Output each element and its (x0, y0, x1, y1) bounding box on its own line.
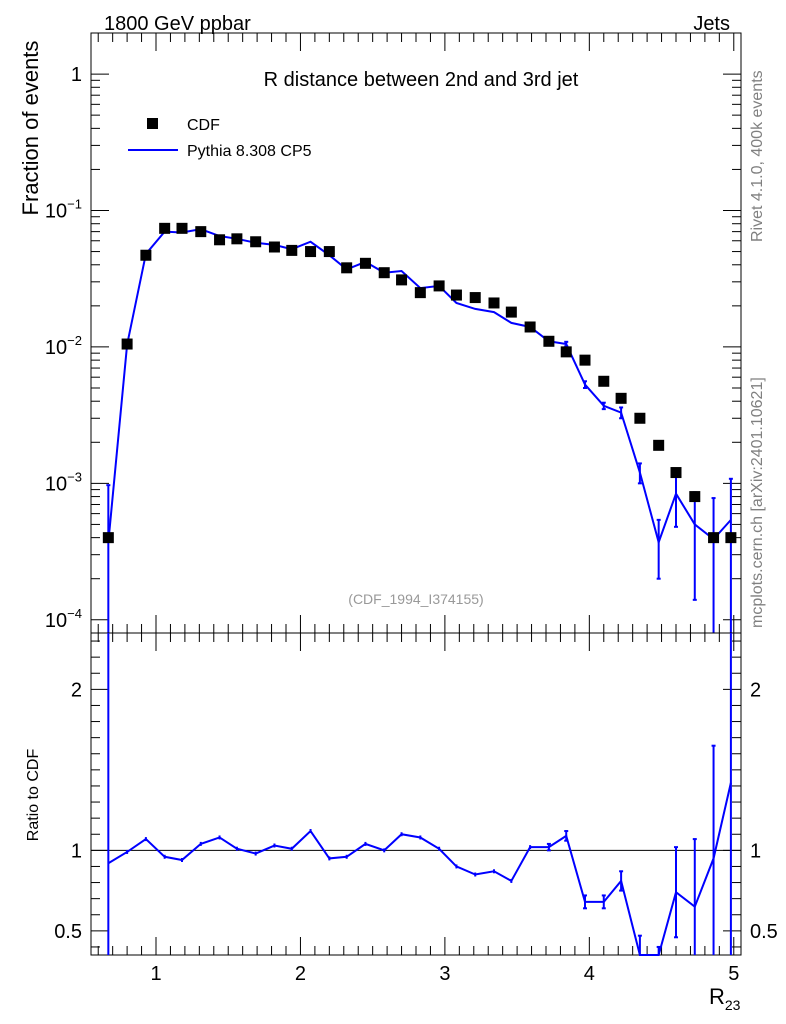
header-left: 1800 GeV ppbar (104, 13, 251, 35)
main-y-tick-label: 10−1 (45, 196, 82, 222)
ratio-line (107, 782, 732, 956)
ratio-y-ticks: 0.5 0.5 1 1 2 2 (54, 640, 778, 948)
ratio-y-tick-label: 2 (71, 679, 82, 701)
main-y-tick-label-exp: −1 (67, 196, 82, 211)
cdf-point (176, 222, 188, 234)
cdf-series (102, 222, 737, 544)
cdf-point (615, 392, 627, 404)
main-y-tick-label: 1 (71, 64, 82, 86)
ratio-x-ticks: 1 2 3 4 5 (97, 633, 739, 985)
x-axis-label-sub: 23 (725, 997, 741, 1013)
cdf-point (341, 262, 353, 274)
watermark: (CDF_1994_I374155) (348, 591, 483, 607)
x-tick-label: 2 (295, 963, 306, 985)
legend: CDF Pythia 8.308 CP5 (128, 117, 312, 160)
main-y-tick-label-base: 10 (45, 200, 67, 222)
cdf-point (378, 267, 390, 279)
ratio-y-axis-label: Ratio to CDF (25, 749, 42, 842)
main-y-axis-label: Fraction of events (18, 41, 43, 216)
side-text-version: Rivet 4.1.0, 400k events (749, 70, 766, 242)
cdf-point (305, 246, 317, 258)
cdf-point (323, 246, 335, 258)
cdf-point (433, 280, 445, 292)
side-text: Rivet 4.1.0, 400k events mcplots.cern.ch… (749, 70, 766, 628)
x-tick-label: 5 (728, 963, 739, 985)
main-y-tick-label-base: 10 (45, 473, 67, 495)
cdf-point (268, 241, 280, 253)
main-x-ticks (97, 33, 735, 633)
main-y-ticks: 10−410−310−210−11 (45, 32, 741, 632)
main-y-tick-label: 10−2 (45, 333, 82, 359)
main-y-axis-label-text: Fraction of events (18, 41, 43, 216)
cdf-point (670, 467, 682, 479)
main-y-tick-label-base: 1 (71, 64, 82, 86)
cdf-point (505, 306, 517, 318)
cdf-point (579, 354, 591, 366)
cdf-point (121, 338, 133, 350)
cdf-point (214, 234, 226, 246)
main-y-tick-label: 10−4 (45, 606, 82, 632)
ratio-y-axis-label-text: Ratio to CDF (25, 749, 42, 842)
cdf-point (231, 233, 243, 245)
cdf-point (396, 274, 408, 286)
cdf-point (543, 335, 555, 347)
cdf-point (488, 297, 500, 309)
main-y-tick-label-exp: −4 (67, 606, 82, 621)
x-tick-label: 1 (150, 963, 161, 985)
x-tick-label: 4 (584, 963, 595, 985)
cdf-point (359, 257, 371, 269)
cdf-point (159, 222, 171, 234)
chart-title: R distance between 2nd and 3rd jet (264, 69, 579, 91)
pythia-line (107, 228, 732, 546)
cdf-point (708, 532, 720, 544)
main-y-tick-label: 10−3 (45, 469, 82, 495)
main-y-tick-label-exp: −3 (67, 469, 82, 484)
x-axis-label: R23 (709, 984, 741, 1013)
main-y-tick-label-base: 10 (45, 337, 67, 359)
cdf-point (653, 439, 665, 451)
ratio-y-tick-label-right: 2 (750, 679, 761, 701)
ratio-y-tick-label: 0.5 (54, 921, 82, 943)
cdf-point (560, 346, 572, 358)
x-axis-label-main: R (709, 984, 725, 1009)
ratio-series (107, 633, 732, 956)
cdf-point (286, 244, 298, 256)
cdf-point (140, 249, 152, 261)
ratio-y-tick-label: 1 (71, 840, 82, 862)
legend-cdf-marker (147, 118, 158, 129)
main-y-tick-label-base: 10 (45, 610, 67, 632)
x-tick-label: 3 (439, 963, 450, 985)
ratio-y-tick-label-right: 1 (750, 840, 761, 862)
cdf-point (524, 321, 536, 333)
cdf-point (195, 226, 207, 238)
main-y-tick-label-exp: −2 (67, 333, 82, 348)
main-panel: 10−410−310−210−11 R distance between 2nd… (18, 32, 742, 634)
ratio-y-tick-label-right: 0.5 (750, 921, 778, 943)
cdf-point (598, 375, 610, 387)
cdf-point (102, 532, 114, 544)
legend-cdf-label: CDF (187, 117, 220, 134)
header-right: Jets (693, 13, 730, 35)
legend-pythia-label: Pythia 8.308 CP5 (187, 143, 312, 160)
cdf-point (689, 491, 701, 503)
cdf-point (250, 236, 262, 248)
cdf-point (450, 289, 462, 301)
cdf-point (414, 287, 426, 299)
cdf-point (469, 292, 481, 304)
side-text-source: mcplots.cern.ch [arXiv:2401.10621] (749, 377, 766, 628)
cdf-point (634, 412, 646, 424)
cdf-point (725, 532, 737, 544)
ratio-plot-frame (90, 632, 742, 956)
